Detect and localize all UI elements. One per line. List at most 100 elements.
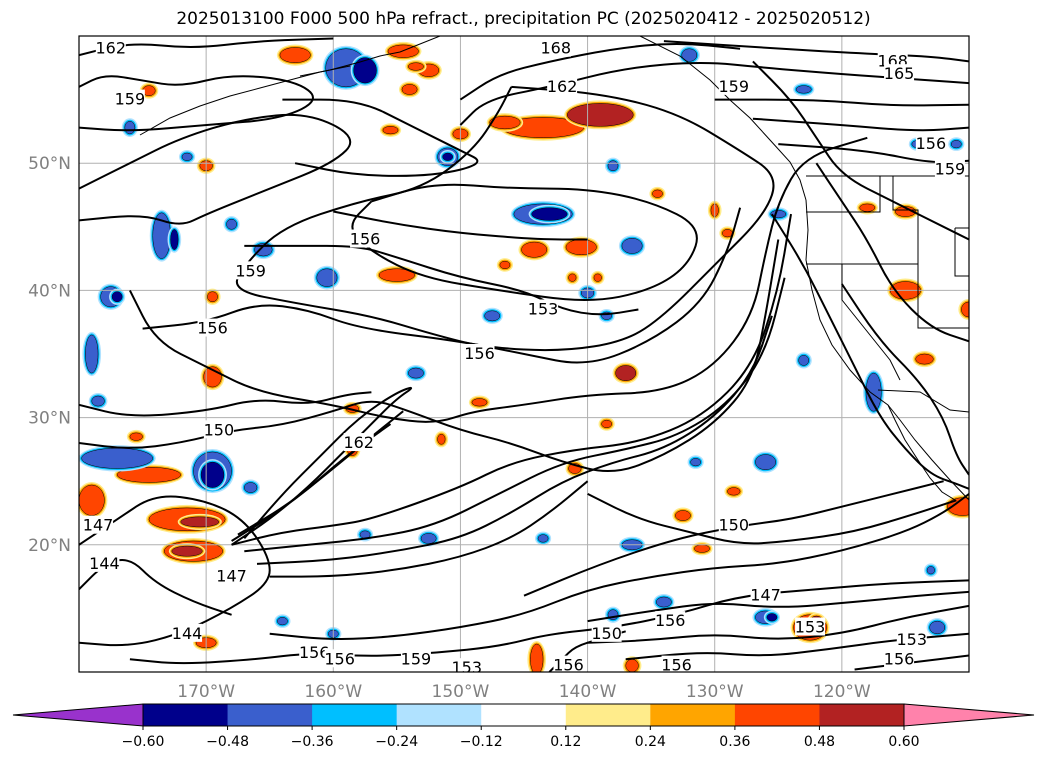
precip-blob <box>353 57 377 84</box>
plot-frame <box>78 35 970 673</box>
precip-blob <box>766 613 778 622</box>
state-border-2 <box>806 263 969 329</box>
precip-blob <box>382 126 399 135</box>
precip-blob <box>655 596 672 608</box>
contour-label: 162 <box>96 39 127 58</box>
precip-blob <box>279 47 311 63</box>
precip-blob <box>85 334 99 374</box>
colorbar-extend-high <box>903 703 1035 727</box>
contour-label: 147 <box>83 516 114 535</box>
precip-blob <box>690 458 701 467</box>
precip-blob <box>484 310 501 322</box>
contour-label-bg <box>343 433 374 452</box>
contour-line <box>129 136 868 423</box>
contour-label: 162 <box>547 77 578 96</box>
longitude-labels: 170°W 160°W 150°W 140°W 130°W 120°W <box>177 682 871 702</box>
precip-blob <box>170 229 179 250</box>
contour-label-bg <box>451 658 482 672</box>
contour-label-bg <box>400 649 431 668</box>
contour-line <box>244 277 786 553</box>
baja-coastline <box>887 404 956 501</box>
precip-blob <box>408 367 424 379</box>
colorbar-extend-low <box>12 703 144 727</box>
colorbar-segment <box>227 704 313 726</box>
contour-label: 159 <box>935 160 966 179</box>
contour-line <box>79 391 372 417</box>
colorbar: −0.60 −0.48 −0.36 −0.24 −0.12 0.12 0.24 0.36 0.4… <box>12 703 1035 750</box>
contour-label-bg <box>655 611 686 630</box>
lon-tick-label: 130°W <box>686 682 744 702</box>
precip-blob <box>859 203 876 212</box>
contour-label: 153 <box>897 630 928 649</box>
contour-label-bg <box>661 655 692 672</box>
lat-tick-label: 30°N <box>28 409 71 429</box>
contour-label: 168 <box>541 39 572 58</box>
contour-line <box>269 493 969 641</box>
colorbar-segment <box>734 704 820 726</box>
refractivity-contours <box>79 37 969 672</box>
precip-blob <box>81 447 153 469</box>
colorbar-segment <box>143 704 229 726</box>
contour-label-bg <box>528 299 559 318</box>
precip-blob <box>566 103 634 127</box>
contour-label-bg <box>114 89 145 108</box>
contour-label: 159 <box>719 77 750 96</box>
contour-line <box>625 632 969 661</box>
colorbar-segment <box>819 704 905 726</box>
precip-blob <box>91 395 105 407</box>
contour-label-bg <box>540 38 571 57</box>
precip-blob <box>727 487 741 496</box>
state-border-1 <box>806 176 881 213</box>
contour-label: 156 <box>916 134 947 153</box>
precip-blob <box>226 218 237 230</box>
colorbar-tick-label: −0.36 <box>291 734 334 750</box>
precip-blob <box>442 152 454 161</box>
contour-label-bg <box>324 649 355 668</box>
colorbar-tick-label: 0.48 <box>804 734 835 750</box>
contour-label-bg <box>591 623 622 642</box>
colorbar-tick-label: −0.48 <box>206 734 249 750</box>
contour-label-bg <box>915 134 946 153</box>
colorbar-tick-label: −0.24 <box>375 734 418 750</box>
precip-blob <box>129 432 143 441</box>
precip-blob <box>798 355 810 366</box>
lat-tick-label: 40°N <box>28 281 71 301</box>
precip-blob <box>489 115 521 130</box>
contour-line <box>79 75 314 132</box>
precip-blob <box>499 260 511 270</box>
contour-label-bg <box>750 585 781 604</box>
contour-label-bg <box>197 318 228 337</box>
us-west-coastline <box>805 199 969 501</box>
precip-blob <box>915 353 934 365</box>
contour-label: 156 <box>197 319 228 338</box>
contour-line <box>841 283 969 476</box>
contour-line <box>714 98 969 107</box>
latitude-labels: 50°N 40°N 30°N 20°N <box>28 154 71 556</box>
precip-blob <box>621 237 643 254</box>
precip-blob <box>531 207 568 221</box>
precip-blob <box>181 152 193 161</box>
precip-blob <box>565 239 597 256</box>
contour-label-bg <box>553 655 584 672</box>
contour-label-bg <box>464 344 495 362</box>
precip-blob <box>408 62 424 71</box>
precip-blob <box>277 617 288 626</box>
precip-blob <box>316 268 338 287</box>
contour-label-bg <box>934 159 965 178</box>
contour-label: 153 <box>452 658 483 677</box>
contour-label-bg <box>884 649 915 668</box>
lon-tick-label: 140°W <box>559 682 617 702</box>
contour-label: 153 <box>795 617 826 636</box>
colorbar-tick-label: 0.12 <box>550 734 581 750</box>
contour-line <box>663 40 969 63</box>
contour-label-bg <box>83 515 114 534</box>
state-border-3 <box>892 176 919 264</box>
contour-line <box>333 210 588 241</box>
colorbar-tick-label: −0.60 <box>122 734 165 750</box>
lon-tick-label: 120°W <box>813 682 871 702</box>
colorbar-tick-label: 0.60 <box>888 734 919 750</box>
contour-line <box>237 423 392 536</box>
contour-line <box>282 98 479 177</box>
precip-blob <box>401 84 418 95</box>
colorbar-tick-label: −0.12 <box>460 734 503 750</box>
